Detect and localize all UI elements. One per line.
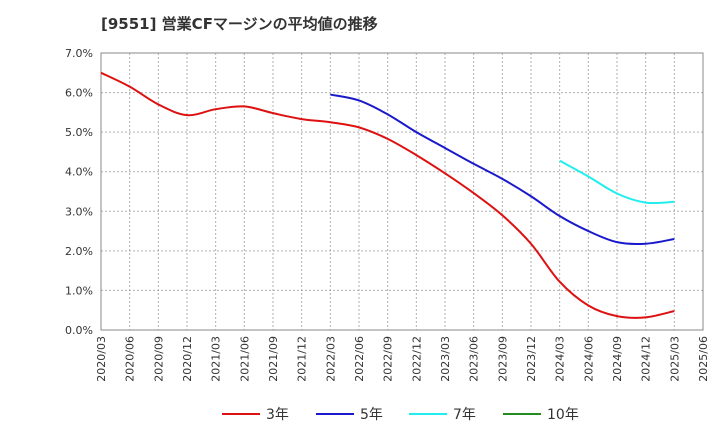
- x-tick-label: 2025/03: [668, 336, 681, 382]
- x-tick-label: 2023/09: [496, 336, 509, 382]
- legend-item: 5年: [316, 407, 383, 423]
- x-tick-label: 2021/06: [238, 336, 251, 382]
- series-line-3年: [100, 71, 675, 319]
- x-tick-label: 2023/03: [439, 336, 452, 382]
- legend-item: 10年: [503, 407, 579, 423]
- x-tick-label: 2020/03: [95, 336, 108, 382]
- series-line-7年: [559, 159, 675, 205]
- series-line-5年: [330, 93, 675, 246]
- legend: 3年 5年 7年 10年: [222, 407, 579, 423]
- y-tick-label: 6.0%: [65, 87, 93, 100]
- x-tick-label: 2022/06: [353, 336, 366, 382]
- x-tick-label: 2025/06: [697, 336, 710, 382]
- x-tick-label: 2023/12: [525, 336, 538, 382]
- legend-label: 5年: [360, 407, 383, 423]
- x-tick-label: 2020/12: [181, 336, 194, 382]
- legend-item: 7年: [409, 407, 476, 423]
- x-tick-label: 2021/03: [210, 336, 223, 382]
- y-tick-label: 4.0%: [65, 166, 93, 179]
- x-tick-label: 2024/06: [582, 336, 595, 382]
- x-tick-labels: 2020/03 2020/06 2020/09 2020/12 2021/03 2021/…: [95, 336, 710, 382]
- x-tick-label: 2021/12: [296, 336, 309, 382]
- y-tick-label: 7.0%: [65, 47, 93, 60]
- series-lines: [100, 71, 675, 319]
- y-tick-label: 0.0%: [65, 324, 93, 337]
- x-tick-label: 2024/12: [640, 336, 653, 382]
- x-tick-label: 2024/09: [611, 336, 624, 382]
- legend-label: 3年: [266, 407, 289, 423]
- y-tick-label: 3.0%: [65, 205, 93, 218]
- y-tick-label: 2.0%: [65, 245, 93, 258]
- legend-label: 10年: [547, 407, 579, 423]
- x-tick-label: 2020/06: [124, 336, 137, 382]
- x-tick-label: 2024/03: [554, 336, 567, 382]
- y-tick-label: 1.0%: [65, 284, 93, 297]
- x-tick-label: 2023/06: [468, 336, 481, 382]
- x-tick-label: 2022/12: [410, 336, 423, 382]
- x-tick-label: 2022/09: [382, 336, 395, 382]
- grid-layer: [101, 53, 703, 330]
- x-tick-label: 2020/09: [152, 336, 165, 382]
- legend-label: 7年: [453, 407, 476, 423]
- y-tick-label: 5.0%: [65, 126, 93, 139]
- x-tick-label: 2022/03: [324, 336, 337, 382]
- x-tick-label: 2021/09: [267, 336, 280, 382]
- legend-item: 3年: [222, 407, 289, 423]
- y-tick-labels: 0.0% 1.0% 2.0% 3.0% 4.0% 5.0% 6.0% 7.0%: [65, 47, 93, 337]
- chart-title: [9551] 営業CFマージンの平均値の推移: [101, 15, 378, 33]
- plot-frame: [100, 52, 704, 331]
